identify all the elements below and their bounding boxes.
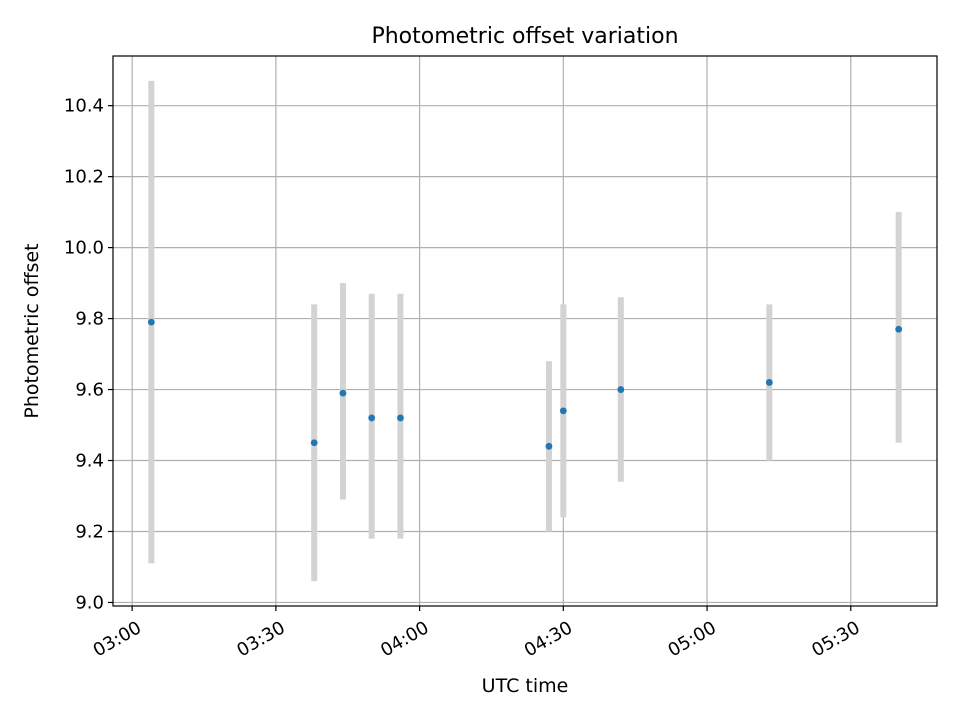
y-tick-label: 10.2 [64,167,104,188]
y-tick-label: 9.8 [75,309,104,330]
data-point [545,442,553,450]
data-point [397,414,404,422]
y-axis-ticks: 9.0 9.2 9.4 9.6 9.8 10.0 10.2 10.4 [64,96,113,613]
data-point [617,386,625,393]
y-tick-label: 10.4 [64,96,104,117]
y-tick-label: 9.0 [75,592,104,613]
x-axis-label: UTC time [482,675,569,697]
data-point [368,414,376,422]
grid [113,56,937,606]
data-point [559,407,567,415]
data-points [147,318,903,450]
y-tick-label: 9.4 [75,451,104,472]
y-tick-label: 9.6 [75,380,104,401]
y-tick-label: 10.0 [64,238,104,259]
data-point [339,389,347,397]
data-point [147,318,155,326]
y-axis-label: Photometric offset [21,243,43,418]
data-point [765,379,773,386]
chart-title: Photometric offset variation [371,24,678,49]
plot-frame [112,55,938,607]
y-tick-label: 9.2 [75,521,104,542]
data-point [310,439,318,447]
data-point [895,325,903,333]
